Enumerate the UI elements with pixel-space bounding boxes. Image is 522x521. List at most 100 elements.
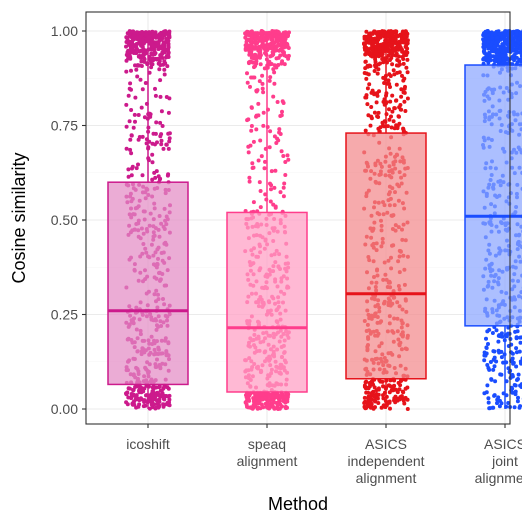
data-point — [260, 81, 265, 86]
data-point — [249, 34, 254, 39]
data-point — [362, 34, 367, 39]
data-point — [124, 102, 129, 107]
data-point — [369, 116, 374, 121]
data-point — [124, 400, 129, 405]
data-point — [268, 199, 273, 204]
data-point — [283, 30, 288, 35]
data-point — [499, 355, 504, 360]
data-point — [162, 33, 167, 38]
data-point — [130, 166, 134, 171]
data-point — [261, 110, 266, 115]
data-point — [501, 360, 506, 365]
data-point — [160, 124, 165, 128]
data-point — [129, 108, 134, 112]
data-point — [247, 175, 252, 180]
data-point — [153, 35, 158, 40]
data-point — [399, 87, 404, 92]
data-point — [385, 124, 390, 129]
data-point — [387, 82, 392, 86]
data-point — [134, 166, 139, 171]
data-point — [167, 139, 172, 144]
data-point — [150, 152, 155, 157]
data-point — [166, 131, 171, 136]
data-point — [364, 95, 369, 100]
data-point — [275, 43, 280, 48]
data-point — [512, 405, 517, 410]
data-point — [362, 71, 367, 75]
data-point — [162, 402, 167, 407]
data-point — [397, 54, 401, 59]
data-point — [372, 69, 377, 73]
data-point — [400, 54, 405, 59]
data-point — [143, 403, 148, 408]
data-point — [402, 99, 407, 104]
data-point — [140, 134, 145, 139]
data-point — [496, 348, 501, 353]
x-axis: icoshift speaq alignment ASICS independent al… — [126, 424, 522, 486]
x-axis-title: Method — [268, 494, 328, 514]
data-point — [285, 405, 289, 410]
data-point — [365, 34, 370, 39]
data-point — [516, 395, 520, 400]
box-body — [464, 64, 522, 327]
data-point — [166, 386, 171, 391]
data-point — [281, 36, 286, 41]
data-point — [133, 119, 137, 124]
boxes — [107, 31, 522, 409]
data-point — [282, 181, 287, 186]
data-point — [153, 86, 157, 91]
data-point — [269, 45, 274, 50]
data-point — [156, 46, 161, 51]
data-point — [261, 123, 266, 128]
data-point — [258, 138, 263, 143]
data-point — [273, 47, 278, 52]
data-point — [260, 73, 265, 78]
data-point — [366, 396, 370, 401]
data-point — [253, 52, 258, 57]
data-point — [393, 400, 398, 405]
data-point — [486, 44, 491, 49]
data-point — [126, 386, 131, 391]
data-point — [375, 91, 380, 96]
data-point — [148, 35, 153, 40]
data-point — [257, 79, 262, 84]
data-point — [139, 30, 144, 35]
data-point — [142, 400, 147, 404]
data-point — [282, 45, 287, 50]
data-point — [365, 102, 370, 107]
data-point — [154, 40, 159, 45]
data-point — [380, 379, 385, 384]
data-point — [161, 396, 166, 401]
data-point — [505, 56, 509, 61]
data-point — [381, 393, 385, 398]
data-point — [389, 56, 394, 60]
data-point — [267, 59, 272, 64]
data-point — [514, 55, 519, 60]
data-point — [139, 59, 144, 64]
data-point — [127, 86, 132, 91]
data-point — [513, 389, 518, 394]
data-point — [257, 180, 262, 185]
data-point — [482, 50, 487, 55]
data-point — [263, 192, 268, 197]
data-point — [162, 384, 167, 389]
y-tick-label: 0.00 — [51, 401, 78, 417]
data-point — [140, 386, 145, 391]
data-point — [268, 129, 273, 134]
data-point — [518, 340, 522, 345]
data-point — [262, 66, 267, 71]
data-point — [249, 124, 254, 128]
data-point — [398, 395, 403, 399]
data-point — [387, 117, 392, 122]
data-point — [375, 40, 379, 45]
data-point — [271, 94, 276, 99]
data-point — [493, 54, 498, 59]
data-point — [251, 399, 256, 404]
data-point — [127, 119, 132, 124]
y-axis-title: Cosine similarity — [9, 152, 29, 283]
data-point — [366, 72, 371, 77]
data-point — [286, 53, 291, 58]
data-point — [132, 112, 137, 117]
data-point — [517, 405, 522, 410]
data-point — [152, 397, 157, 402]
